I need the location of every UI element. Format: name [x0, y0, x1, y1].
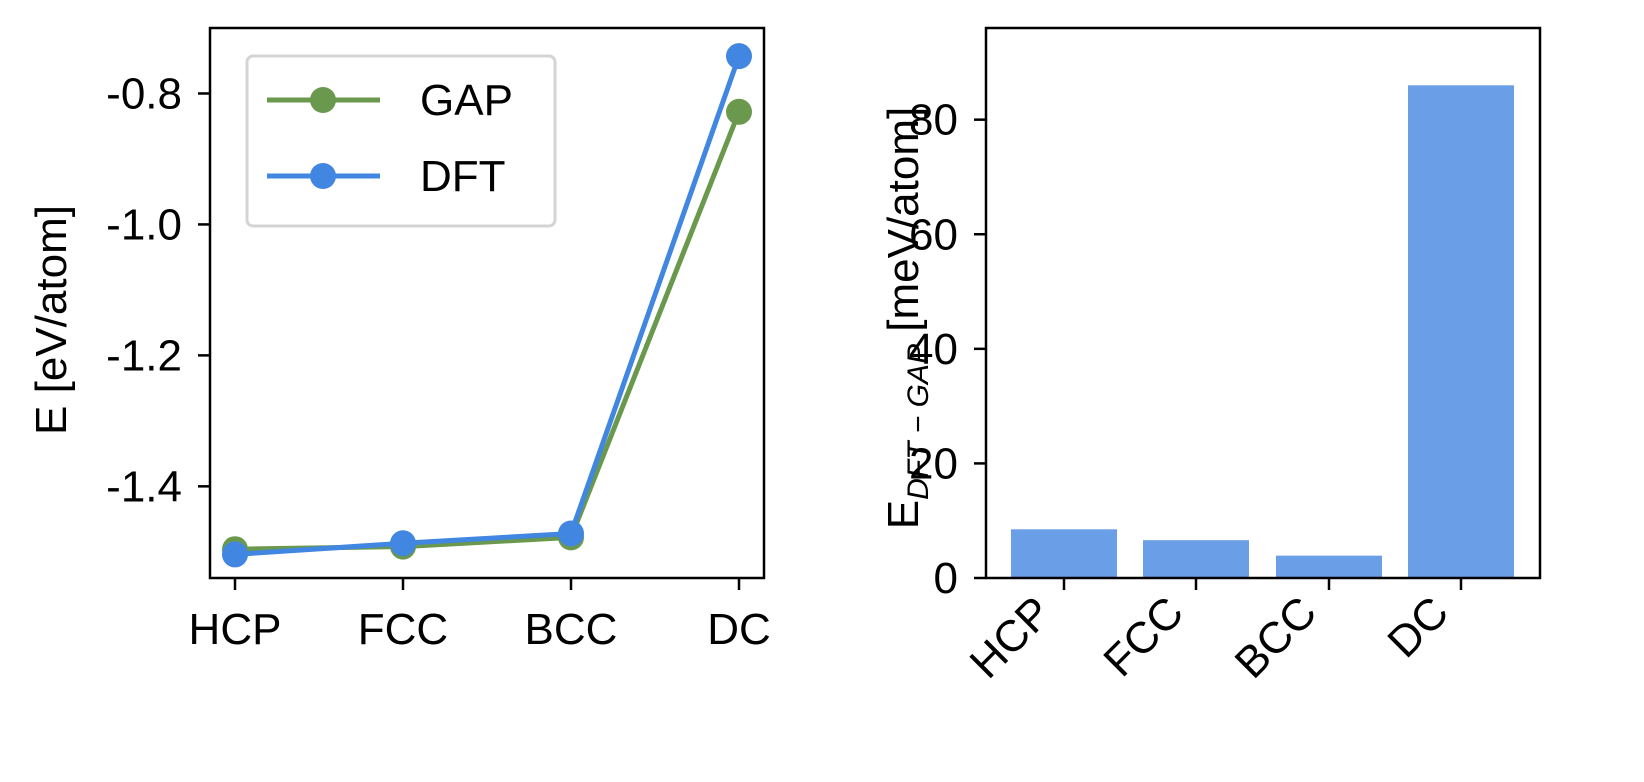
bar-bcc	[1276, 555, 1382, 578]
x-tick-label-bcc: BCC	[525, 605, 618, 654]
bar-y-tick-label: 60	[909, 210, 958, 259]
legend-dft-marker	[310, 163, 336, 189]
bar-chart-plot-area: 0 20 40 60 80 HCP FCC BCC DC	[909, 26, 1542, 688]
legend-gap-label: GAP	[420, 76, 513, 125]
legend-dft-label: DFT	[420, 152, 506, 201]
bar-chart-y-title-unit: [meV/atom]	[879, 107, 928, 344]
data-point-dft-dc	[726, 43, 752, 70]
legend-gap-marker	[310, 87, 336, 113]
line-chart-panel: -1.4 -1.2 -1.0 -0.8 HCP FCC BCC DC GAP DFT E [e…	[27, 26, 771, 654]
bar-hcp	[1011, 529, 1117, 578]
series-line-dft	[234, 55, 742, 557]
line-chart-frame	[208, 26, 766, 580]
bar-y-tick-label: 80	[909, 96, 958, 145]
y-tick-label: -1.4	[106, 462, 182, 511]
legend: GAP DFT	[245, 54, 557, 228]
bar-dc	[1408, 85, 1514, 579]
line-chart-y-axis-title: E [eV/atom]	[27, 205, 76, 435]
bar-chart-y-axis-title: EDFT − GAP [meV/atom]	[879, 107, 935, 529]
y-tick-label: -0.8	[106, 69, 182, 118]
bar-y-tick-label: 0	[934, 554, 958, 603]
data-point-dft-bcc	[558, 520, 584, 547]
x-tick-label-dc: DC	[707, 605, 771, 654]
line-chart-plot-area: -1.4 -1.2 -1.0 -0.8 HCP FCC BCC DC	[106, 26, 771, 654]
bar-x-tick-label-hcp: HCP	[961, 587, 1061, 687]
bar-chart-panel: 0 20 40 60 80 HCP FCC BCC DC EDFT − GAP [meV/ato…	[879, 26, 1542, 688]
x-tick-label-hcp: HCP	[189, 605, 282, 654]
data-point-dft-hcp	[222, 541, 248, 568]
bar-fcc	[1143, 540, 1249, 578]
bar-x-tick-label-bcc: BCC	[1226, 587, 1326, 687]
y-tick-label: -1.0	[106, 200, 182, 249]
bar-x-tick-label-fcc: FCC	[1094, 587, 1193, 686]
bar-chart-y-title-subscript: DFT − GAP	[902, 344, 935, 500]
bar-y-tick-label: 20	[909, 439, 958, 488]
data-point-dft-fcc	[390, 530, 416, 557]
bar-x-tick-label-dc: DC	[1378, 587, 1458, 667]
bar-chart-y-title-main: E	[879, 500, 928, 529]
data-point-gap-dc	[726, 98, 752, 125]
x-tick-label-fcc: FCC	[358, 605, 448, 654]
y-tick-label: -1.2	[106, 331, 182, 380]
bar-y-tick-label: 40	[909, 325, 958, 374]
bar-chart-frame	[984, 26, 1542, 580]
